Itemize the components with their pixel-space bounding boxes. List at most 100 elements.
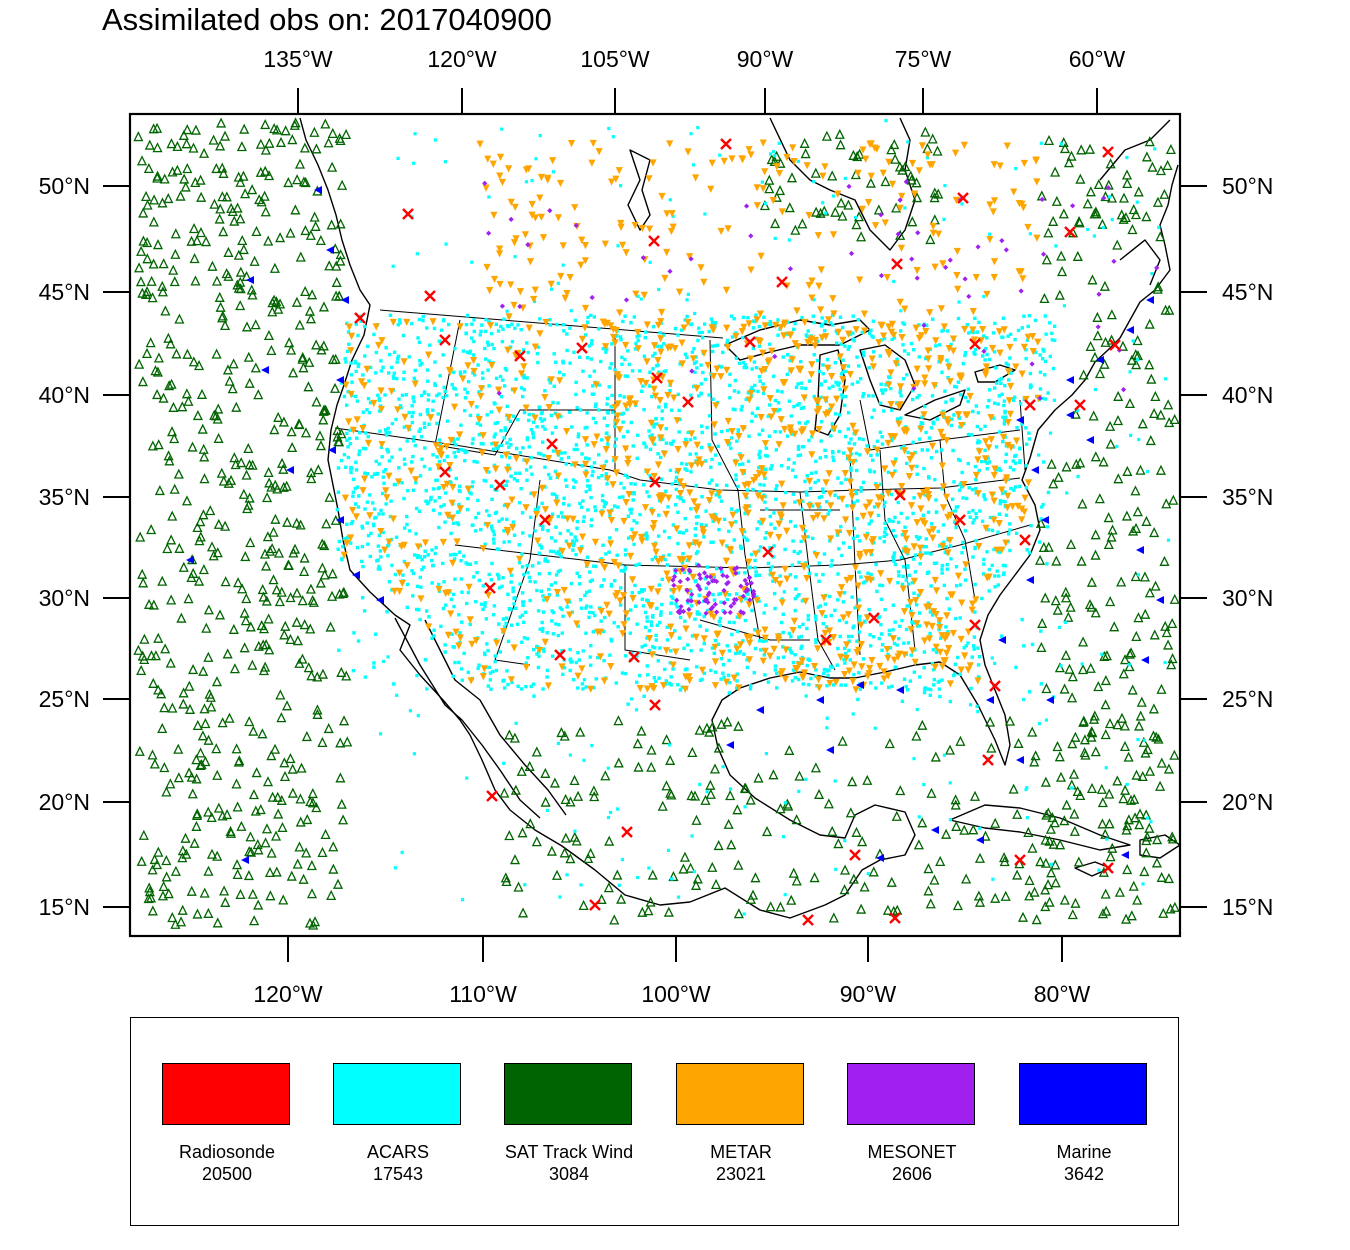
sat-track-wind-marker <box>145 337 156 348</box>
sat-track-wind-marker <box>184 767 195 778</box>
acars-marker <box>839 683 843 687</box>
acars-marker <box>699 424 704 428</box>
acars-marker <box>1052 324 1057 328</box>
metar-marker <box>988 491 996 499</box>
acars-marker <box>676 895 681 899</box>
acars-marker <box>975 330 980 334</box>
acars-marker <box>851 337 855 341</box>
acars-marker <box>1022 314 1026 318</box>
sat-track-wind-marker <box>274 596 285 607</box>
sat-track-wind-marker <box>1087 274 1098 285</box>
acars-marker <box>913 570 918 574</box>
sat-track-wind-marker <box>923 863 934 874</box>
acars-marker <box>1003 490 1007 494</box>
sat-track-wind-marker <box>560 832 571 843</box>
metar-marker <box>972 273 980 282</box>
acars-marker <box>993 321 997 326</box>
acars-marker <box>701 336 705 340</box>
metar-marker <box>581 324 589 332</box>
acars-marker <box>912 670 917 674</box>
sat-track-wind-marker <box>1076 144 1087 155</box>
sat-track-wind-marker <box>299 565 310 577</box>
sat-track-wind-marker <box>692 873 703 884</box>
acars-marker <box>792 549 796 554</box>
acars-marker <box>525 437 530 442</box>
metar-marker <box>962 561 970 569</box>
acars-marker <box>698 678 703 683</box>
acars-marker <box>368 401 373 405</box>
sat-track-wind-marker <box>190 176 201 187</box>
metar-marker <box>803 162 811 170</box>
acars-marker <box>501 378 505 382</box>
acars-marker <box>924 323 929 328</box>
acars-marker <box>934 449 939 454</box>
acars-marker <box>698 782 702 787</box>
sat-track-wind-marker <box>167 510 178 521</box>
acars-marker <box>745 658 749 662</box>
acars-marker <box>856 697 860 702</box>
acars-marker <box>977 468 981 473</box>
acars-marker <box>505 309 509 313</box>
acars-marker <box>452 645 456 649</box>
metar-marker <box>849 458 857 467</box>
acars-marker <box>537 572 541 576</box>
sat-track-wind-marker <box>334 132 345 143</box>
acars-marker <box>550 512 555 516</box>
acars-marker <box>949 557 953 561</box>
metar-marker <box>758 494 766 503</box>
acars-marker <box>887 628 892 633</box>
acars-marker <box>374 350 379 355</box>
metar-marker <box>908 611 916 620</box>
metar-marker <box>756 338 764 346</box>
acars-marker <box>773 668 777 672</box>
acars-marker <box>547 377 551 382</box>
sat-track-wind-marker <box>191 235 203 246</box>
sat-track-wind-marker <box>679 851 691 862</box>
acars-marker <box>743 511 747 516</box>
metar-marker <box>753 202 761 210</box>
acars-marker <box>683 352 688 356</box>
acars-marker <box>982 562 986 566</box>
acars-marker <box>1013 337 1017 342</box>
sat-track-wind-marker <box>1000 890 1011 901</box>
sat-track-wind-marker <box>1008 783 1019 794</box>
acars-marker <box>879 597 884 602</box>
sat-track-wind-marker <box>1113 390 1124 401</box>
acars-marker <box>383 467 388 472</box>
acars-marker <box>887 685 891 690</box>
acars-marker <box>396 354 401 358</box>
acars-marker <box>828 594 832 599</box>
metar-marker <box>352 513 360 521</box>
acars-marker <box>922 666 926 670</box>
sat-track-wind-marker <box>499 787 510 798</box>
acars-marker <box>1039 517 1043 521</box>
acars-marker <box>421 565 426 569</box>
acars-marker <box>532 694 536 698</box>
acars-marker <box>889 438 894 443</box>
acars-marker <box>590 465 594 469</box>
acars-marker <box>542 417 547 422</box>
acars-marker <box>683 516 687 521</box>
acars-marker <box>494 376 499 380</box>
sat-track-wind-marker <box>232 801 243 812</box>
acars-marker <box>550 492 555 496</box>
sat-track-wind-marker <box>200 718 211 729</box>
acars-marker <box>922 650 927 654</box>
acars-marker <box>527 445 531 449</box>
sat-track-wind-marker <box>723 818 734 829</box>
acars-marker <box>648 473 652 478</box>
acars-marker <box>562 373 566 377</box>
acars-marker <box>861 480 866 485</box>
acars-marker <box>609 639 614 643</box>
acars-marker <box>618 393 622 398</box>
sat-track-wind-marker <box>1103 512 1114 523</box>
acars-marker <box>932 561 937 566</box>
acars-marker <box>953 662 958 667</box>
acars-marker <box>918 535 922 540</box>
acars-marker <box>580 452 584 456</box>
metar-marker <box>515 555 524 563</box>
acars-marker <box>652 442 657 446</box>
acars-marker <box>433 360 437 364</box>
sat-track-wind-marker <box>540 796 551 807</box>
acars-marker <box>807 571 812 576</box>
